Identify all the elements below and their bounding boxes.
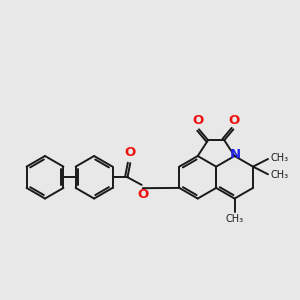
Text: CH₃: CH₃: [226, 214, 244, 224]
Text: O: O: [229, 114, 240, 127]
Text: O: O: [192, 114, 203, 127]
Text: CH₃: CH₃: [270, 154, 288, 164]
Text: O: O: [137, 188, 148, 201]
Text: O: O: [124, 146, 136, 159]
Text: N: N: [230, 148, 241, 161]
Text: CH₃: CH₃: [270, 170, 288, 180]
